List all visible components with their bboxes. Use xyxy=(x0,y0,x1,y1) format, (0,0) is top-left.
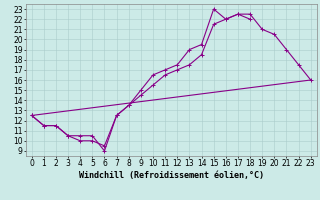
X-axis label: Windchill (Refroidissement éolien,°C): Windchill (Refroidissement éolien,°C) xyxy=(79,171,264,180)
